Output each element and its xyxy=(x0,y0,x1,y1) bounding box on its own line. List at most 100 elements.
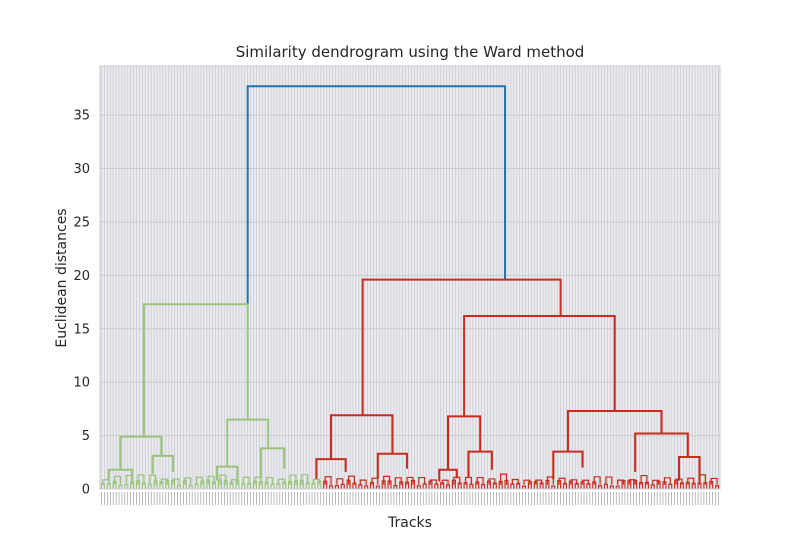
y-tick-labels: 0 5 10 15 20 25 30 35 xyxy=(73,109,90,498)
right-leaf-merge xyxy=(687,477,695,485)
dendrogram-link-left-a2 xyxy=(151,454,175,475)
y-tick-label: 25 xyxy=(73,215,90,230)
dendrogram-link-left-top xyxy=(142,303,249,437)
dendrogram-link-right-b2a xyxy=(552,450,584,480)
right-leaf-merge xyxy=(593,476,601,485)
dendrogram-link-right-a xyxy=(330,414,394,460)
plot-frame xyxy=(99,65,721,490)
dendrogram-link-left-b2 xyxy=(259,447,286,479)
right-leaf-merge xyxy=(394,477,402,485)
right-leaf-merge xyxy=(476,476,484,485)
right-leaf-merge xyxy=(650,484,655,489)
left-leaf-merge xyxy=(137,474,145,485)
right-leaf-merge xyxy=(609,485,614,489)
chart-title: Similarity dendrogram using the Ward met… xyxy=(236,43,585,61)
dendrogram-link-root xyxy=(246,85,507,305)
left-leaf-merge xyxy=(242,476,250,485)
dendrogram-link-right-b2b1 xyxy=(678,455,701,482)
right-leaf-merge xyxy=(445,484,451,489)
y-tick-label: 10 xyxy=(73,376,90,391)
right-leaf-merge xyxy=(535,479,543,485)
right-leaf-merge xyxy=(441,479,449,485)
y-tick-label: 0 xyxy=(82,483,90,498)
plot-background xyxy=(100,66,720,489)
y-tick-label: 35 xyxy=(73,109,90,124)
dendrogram-link-right-b2b xyxy=(634,432,689,472)
right-leaf-merge xyxy=(640,474,648,485)
dendrogram-link-right-b xyxy=(463,314,616,417)
right-leaf-merge xyxy=(416,485,421,489)
dendrogram-link-right-b1 xyxy=(447,415,482,470)
left-leaf-merge xyxy=(301,474,309,485)
right-leaf-merge xyxy=(511,478,519,485)
left-leaf-merge xyxy=(149,474,157,485)
right-leaf-merge xyxy=(617,479,625,485)
right-leaf-merge xyxy=(383,475,391,485)
right-leaf-merge xyxy=(551,485,556,489)
dendrogram-link-right-a1 xyxy=(315,458,347,480)
left-leaf-merge xyxy=(125,474,133,485)
dendrogram-link-left-b1 xyxy=(215,465,239,481)
left-leaf-merge xyxy=(277,478,285,485)
dendrogram-link-right-a2 xyxy=(376,452,409,479)
left-leaf-merge xyxy=(231,479,239,485)
leaf-labels xyxy=(101,492,719,505)
right-leaf-merge xyxy=(364,485,369,489)
y-tick-label: 20 xyxy=(73,269,90,284)
right-leaf-merge xyxy=(558,477,566,485)
right-leaf-merge xyxy=(500,473,508,485)
right-leaf-merge xyxy=(652,479,660,485)
left-leaf-merge xyxy=(195,476,203,485)
left-leaf-merge xyxy=(254,476,262,485)
right-leaf-merge xyxy=(429,479,437,485)
dendrogram-link-left-a xyxy=(119,435,163,470)
right-leaf-merge xyxy=(393,484,398,489)
right-leaf-merge xyxy=(710,477,718,485)
left-leaf-merge xyxy=(219,474,227,485)
left-leaf-merge xyxy=(176,484,182,489)
right-leaf-merge xyxy=(675,478,683,485)
right-leaf-merge xyxy=(347,475,356,485)
right-leaf-merge xyxy=(546,476,554,485)
right-leaf-merge xyxy=(598,485,603,489)
left-leaf-merge xyxy=(289,474,297,485)
right-leaf-merge xyxy=(375,485,380,489)
right-leaf-merge xyxy=(336,478,344,485)
right-leaf-merge xyxy=(406,476,414,485)
y-tick-label: 15 xyxy=(73,322,90,337)
dendrogram-link-right-b1a xyxy=(438,468,458,482)
dendrogram-link-right-b1b xyxy=(467,450,493,478)
right-leaf-merge xyxy=(453,476,461,485)
right-leaf-merge xyxy=(715,485,720,489)
dendrogram-link-right-b2 xyxy=(566,410,663,452)
right-leaf-merge xyxy=(371,477,379,485)
y-axis-label: Euclidean distances xyxy=(54,208,70,347)
right-leaf-merge xyxy=(628,479,636,485)
left-leaf-merge xyxy=(102,479,110,485)
right-leaf-merge xyxy=(605,476,613,485)
y-tick-label: 30 xyxy=(73,162,90,177)
dendrogram-link-left-b xyxy=(226,418,270,467)
right-leaf-merge xyxy=(581,479,589,485)
left-leaf-merge xyxy=(184,477,192,485)
right-leaf-merge xyxy=(464,476,473,485)
right-leaf-merge xyxy=(359,479,367,485)
left-leaf-merge xyxy=(207,475,215,485)
right-leaf-merge xyxy=(615,485,620,489)
right-leaf-merge xyxy=(570,479,578,485)
right-leaf-merge xyxy=(698,474,706,485)
right-leaf-merge xyxy=(328,485,334,489)
left-leaf-merge xyxy=(118,484,123,489)
left-leaf-merge xyxy=(172,478,180,485)
right-leaf-merge xyxy=(521,485,527,489)
left-leaf-merge xyxy=(188,485,193,489)
right-leaf-merge xyxy=(418,476,426,485)
right-leaf-merge xyxy=(324,476,332,485)
left-leaf-merge xyxy=(124,484,129,489)
left-leaf-merge xyxy=(266,477,274,485)
left-leaf-merge xyxy=(160,478,168,485)
right-leaf-merge xyxy=(523,479,531,485)
right-leaf-merge xyxy=(488,478,496,485)
right-leaf-merge xyxy=(663,477,671,485)
left-leaf-merge xyxy=(114,475,122,485)
